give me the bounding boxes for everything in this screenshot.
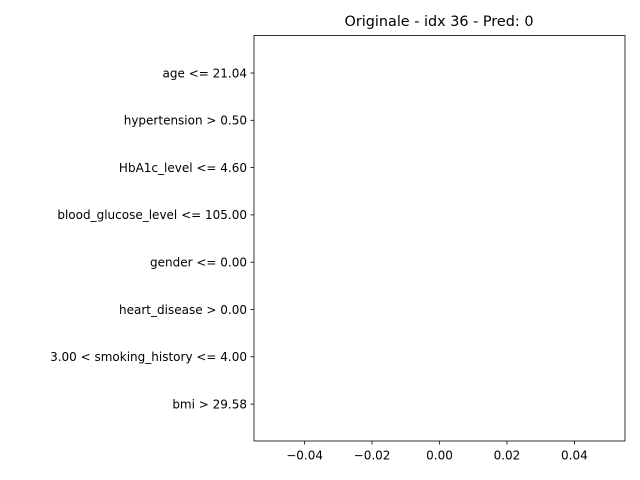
y-tick-label: hypertension > 0.50 bbox=[124, 114, 247, 128]
y-tick-label: bmi > 29.58 bbox=[172, 397, 247, 411]
x-tick-label: −0.02 bbox=[354, 449, 391, 463]
y-tick-label: age <= 21.04 bbox=[163, 66, 247, 80]
y-tick-label: heart_disease > 0.00 bbox=[119, 303, 247, 317]
x-tick-label: −0.04 bbox=[286, 449, 323, 463]
y-tick-label: 3.00 < smoking_history <= 4.00 bbox=[50, 350, 247, 364]
x-axis: −0.04 −0.02 0.00 0.02 0.04 bbox=[286, 441, 588, 463]
chart-title: Originale - idx 36 - Pred: 0 bbox=[345, 14, 534, 30]
plot-frame bbox=[253, 35, 626, 442]
x-tick-label: 0.00 bbox=[426, 449, 453, 463]
y-tick-label: gender <= 0.00 bbox=[150, 256, 247, 270]
y-tick-label: blood_glucose_level <= 105.00 bbox=[57, 208, 247, 222]
x-tick-label: 0.02 bbox=[494, 449, 521, 463]
y-axis: age <= 21.04 hypertension > 0.50 HbA1c_lev… bbox=[50, 66, 254, 411]
y-tick-label: HbA1c_level <= 4.60 bbox=[119, 161, 247, 175]
x-tick-label: 0.04 bbox=[561, 449, 588, 463]
